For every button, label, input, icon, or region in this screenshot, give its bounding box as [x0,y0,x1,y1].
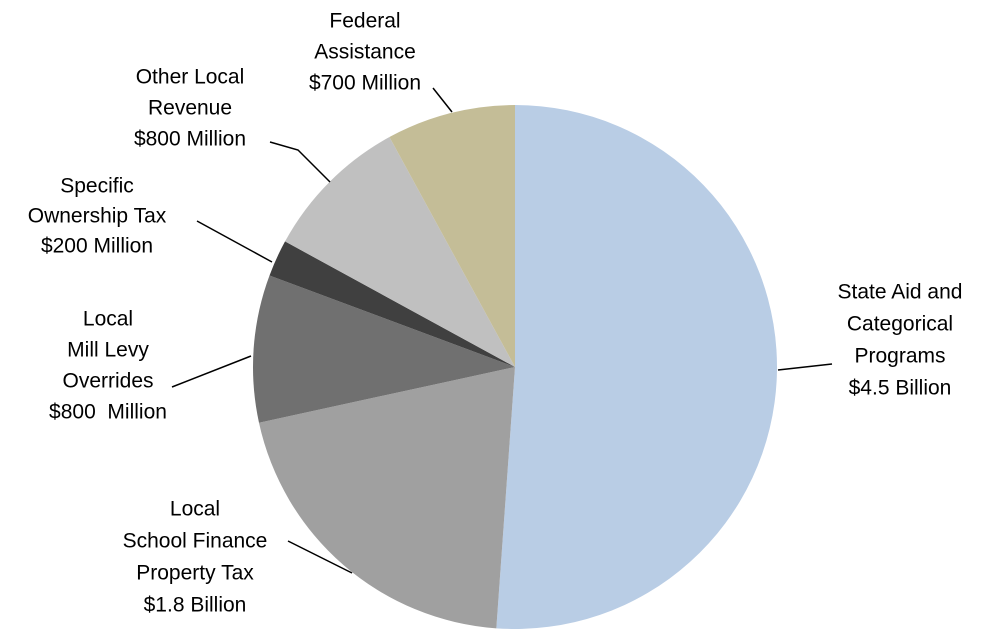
value-label: $200 Million [41,235,153,258]
leader-line [171,355,252,388]
slice-label: Specific [60,175,134,198]
labels: State Aid and Categorical Programs $4.5 Bil… [28,10,963,617]
leader-line [196,220,273,263]
pie-slice [258,367,515,629]
value-label: $1.8 Billion [144,594,247,617]
slice-label: Programs [854,345,945,368]
slice-label: Mill Levy [67,339,149,362]
pie-slice [285,137,515,367]
slice-label: Local [83,308,133,331]
slice-label: State Aid and [838,281,963,304]
pie-slice [496,105,777,629]
leader-line [269,141,331,183]
leader-lines [171,87,833,574]
pie [253,105,777,629]
slice-label: Overrides [62,370,153,393]
slice-label: Ownership Tax [28,205,167,228]
slice-label: Categorical [847,313,953,336]
slice-label: Local [170,498,220,521]
slice-label: School Finance [123,530,268,553]
slice-label: Property Tax [136,562,254,585]
leader-line [287,540,353,574]
value-label: $800 Million [49,401,167,424]
slice-label: Assistance [314,41,416,64]
leader-line [432,87,453,113]
value-label: $700 Million [309,72,421,95]
leader-line [777,363,833,371]
value-label: $4.5 Billion [849,377,952,400]
value-label: $800 Million [134,128,246,151]
slice-label: Revenue [148,97,232,120]
pie-slice [253,275,515,423]
slice-label: Other Local [136,66,245,89]
pie-slice [269,241,515,367]
pie-slice [389,105,515,367]
slice-label: Federal [329,10,400,33]
